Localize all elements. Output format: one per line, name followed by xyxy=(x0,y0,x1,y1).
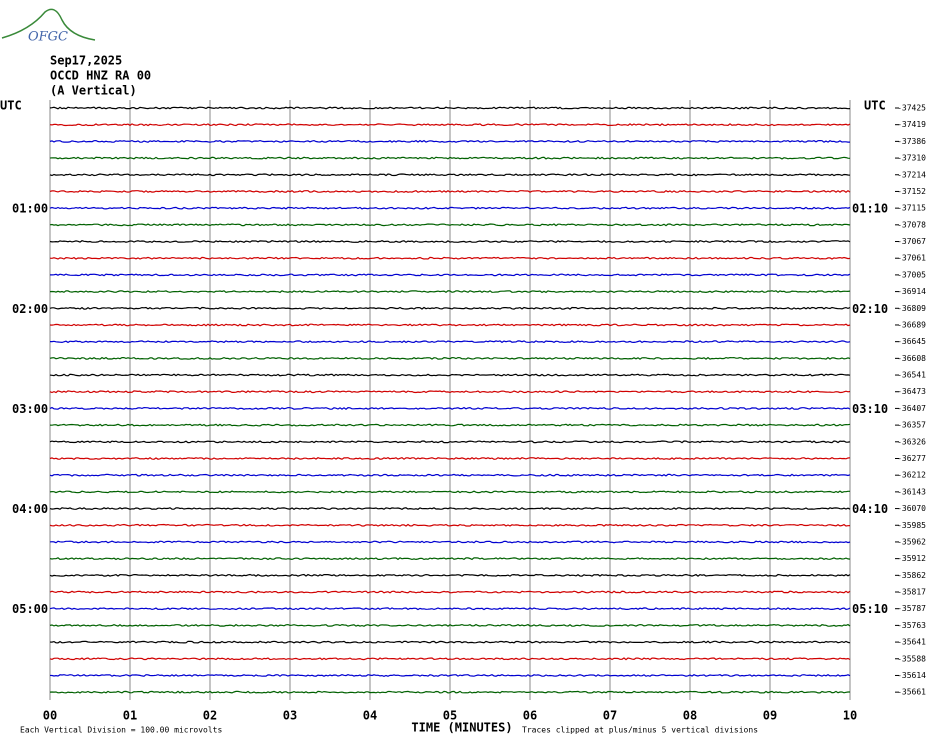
row-offset: -36608 xyxy=(897,354,926,363)
row-offset: -37067 xyxy=(897,237,926,246)
row-offset: -37061 xyxy=(897,254,926,263)
row-offset: -37386 xyxy=(897,137,926,146)
row-offset: -35862 xyxy=(897,571,926,580)
row-offset: -36070 xyxy=(897,504,926,513)
minute-label: 02 xyxy=(203,709,217,723)
minute-label: 08 xyxy=(683,709,697,723)
row-offset: -37214 xyxy=(897,170,926,179)
minute-label: 03 xyxy=(283,709,297,723)
row-offset: -35787 xyxy=(897,604,926,613)
row-offset: -37005 xyxy=(897,270,926,279)
row-offset: -37115 xyxy=(897,204,926,213)
left-corner: UTC xyxy=(0,99,22,113)
minute-label: 05 xyxy=(443,709,457,723)
helicorder: OFGC Sep17,2025 OCCD HNZ RA 00 (A Vertic… xyxy=(0,0,930,744)
row-offset: -36541 xyxy=(897,371,926,380)
row-offset: -36326 xyxy=(897,437,926,446)
right-time: 05:10 xyxy=(852,602,888,616)
trace xyxy=(50,575,850,577)
station: OCCD HNZ RA 00 xyxy=(50,69,151,83)
row-offset: -36357 xyxy=(897,421,926,430)
row-offset: -36473 xyxy=(897,387,926,396)
row-offset: -35661 xyxy=(897,688,926,697)
left-time: 03:00 xyxy=(12,402,48,416)
row-offset: -37310 xyxy=(897,154,926,163)
row-offset: -35614 xyxy=(897,671,926,680)
component: (A Vertical) xyxy=(50,84,137,98)
row-offset: -36277 xyxy=(897,454,926,463)
row-offset: -37078 xyxy=(897,220,926,229)
left-time: 04:00 xyxy=(12,502,48,516)
row-offset: -35763 xyxy=(897,621,926,630)
row-offset: -36645 xyxy=(897,337,926,346)
x-axis-title: TIME (MINUTES) xyxy=(411,721,512,735)
row-offset: -37425 xyxy=(897,104,926,113)
minute-label: 01 xyxy=(123,709,137,723)
date: Sep17,2025 xyxy=(50,54,122,68)
left-time: 01:00 xyxy=(12,202,48,216)
row-offset: -37152 xyxy=(897,187,926,196)
right-time: 01:10 xyxy=(852,202,888,216)
trace xyxy=(50,675,850,677)
row-offset: -35962 xyxy=(897,537,926,546)
left-time: 05:00 xyxy=(12,602,48,616)
right-time: 02:10 xyxy=(852,302,888,316)
right-time: 03:10 xyxy=(852,402,888,416)
row-offset: -36143 xyxy=(897,487,926,496)
right-corner: UTC xyxy=(864,99,886,113)
minute-label: 07 xyxy=(603,709,617,723)
row-offset: -36809 xyxy=(897,304,926,313)
row-offset: -37419 xyxy=(897,120,926,129)
row-offset: -35641 xyxy=(897,638,926,647)
row-offset: -36212 xyxy=(897,471,926,480)
footer-right: Traces clipped at plus/minus 5 vertical … xyxy=(522,726,758,735)
minute-label: 06 xyxy=(523,709,537,723)
row-offset: -35588 xyxy=(897,654,926,663)
row-offset: -36407 xyxy=(897,404,926,413)
minute-label: 04 xyxy=(363,709,377,723)
footer-left: Each Vertical Division = 100.00 microvol… xyxy=(20,726,222,735)
right-time: 04:10 xyxy=(852,502,888,516)
row-offset: -35985 xyxy=(897,521,926,530)
minute-label: 10 xyxy=(843,709,857,723)
left-time: 02:00 xyxy=(12,302,48,316)
row-offset: -36689 xyxy=(897,320,926,329)
row-offset: -35817 xyxy=(897,588,926,597)
row-offset: -36914 xyxy=(897,287,926,296)
minute-label: 09 xyxy=(763,709,777,723)
minute-label: 00 xyxy=(43,709,57,723)
trace xyxy=(50,558,850,560)
row-offset: -35912 xyxy=(897,554,926,563)
logo: OFGC xyxy=(28,30,68,45)
